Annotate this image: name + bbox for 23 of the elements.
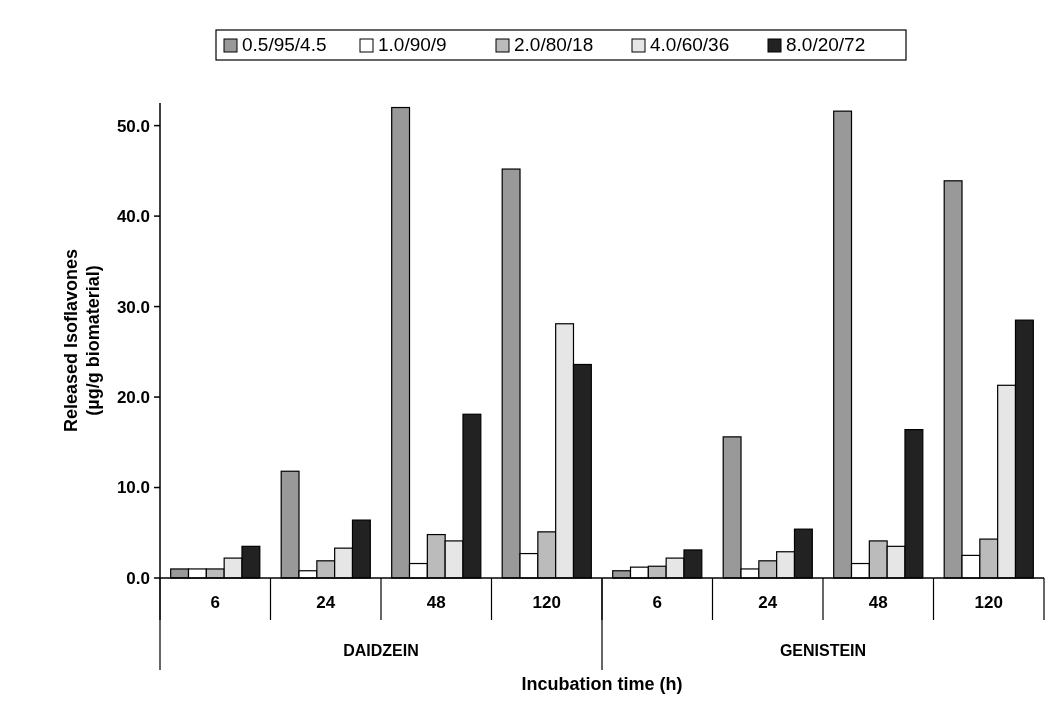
x-tick-label: 6 xyxy=(652,593,662,612)
x-tick-label: 120 xyxy=(532,593,561,612)
x-tick-label: 24 xyxy=(316,593,336,612)
y-tick-label: 50.0 xyxy=(116,116,150,136)
y-tick-label: 20.0 xyxy=(116,388,150,407)
y-tick-label: 30.0 xyxy=(116,297,150,317)
legend-label: 1.0/90/9 xyxy=(378,34,447,55)
legend-label: 4.0/60/36 xyxy=(650,34,730,55)
legend-label: 2.0/80/18 xyxy=(514,34,594,55)
y-tick-label: 0.0 xyxy=(126,568,150,588)
legend-label: 0.5/95/4.5 xyxy=(242,34,327,55)
y-tick-label: 10.0 xyxy=(116,478,150,498)
x-tick-label: 24 xyxy=(758,593,778,612)
x-axis-title: Incubation time (h) xyxy=(521,674,683,694)
y-axis-title: Released Isoflavones (µg/g biomaterial) xyxy=(61,248,103,433)
x-tick-label: 120 xyxy=(974,593,1003,612)
y-tick-label: 40.0 xyxy=(116,207,150,227)
legend-label: 8.0/20/72 xyxy=(786,34,866,55)
x-tick-label: 48 xyxy=(426,593,446,612)
x-tick-label: 6 xyxy=(210,593,220,612)
text: DAIDZEIN xyxy=(343,642,419,659)
text: GENISTEIN xyxy=(779,642,867,659)
x-tick-label: 48 xyxy=(868,593,888,612)
